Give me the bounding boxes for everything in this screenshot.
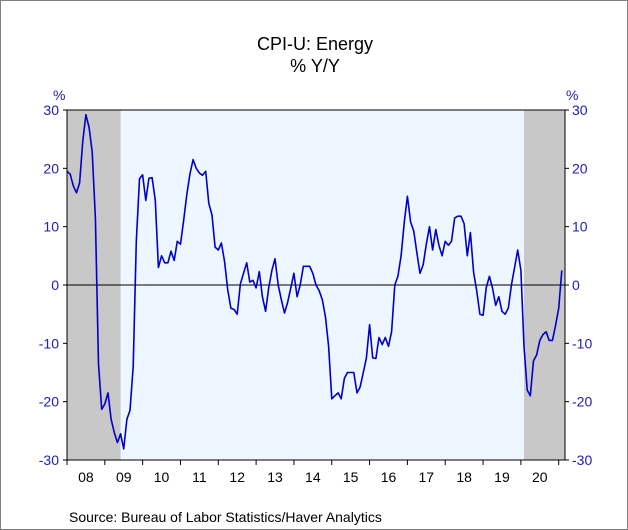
x-tick-label: 14 <box>305 469 321 485</box>
y-unit-left: % <box>53 87 65 103</box>
x-tick-label: 19 <box>494 469 510 485</box>
y-tick-label-right: -20 <box>572 394 592 410</box>
line-chart: 30 30 20 20 10 10 0 0 -10 -10 -20 -20 -30 -30% % 08 09 10… <box>39 87 593 485</box>
y-tick-label-right: 20 <box>572 160 588 176</box>
y-tick-label-right: 0 <box>572 277 580 293</box>
x-tick-label: 08 <box>78 469 94 485</box>
y-unit-right: % <box>566 87 578 103</box>
y-tick-label-right: -30 <box>572 452 592 468</box>
x-tick-label: 11 <box>192 469 207 485</box>
y-tick-label-left: -30 <box>39 452 59 468</box>
chart-subtitle: % Y/Y <box>290 56 340 76</box>
x-tick-label: 18 <box>456 469 472 485</box>
x-tick-label: 13 <box>267 469 283 485</box>
x-tick-label: 09 <box>116 469 132 485</box>
chart-title: CPI-U: Energy <box>256 34 374 54</box>
y-tick-label-right: -10 <box>572 335 592 351</box>
y-tick-label-left: -20 <box>39 394 59 410</box>
x-tick-label: 20 <box>532 469 548 485</box>
x-tick-label: 17 <box>419 469 435 485</box>
x-tick-label: 16 <box>381 469 397 485</box>
y-tick-label-left: 0 <box>51 277 59 293</box>
x-tick-label: 10 <box>154 469 170 485</box>
y-tick-label-right: 10 <box>572 219 588 235</box>
y-tick-label-left: 20 <box>43 160 59 176</box>
x-tick-label: 15 <box>343 469 359 485</box>
series-line <box>66 113 563 450</box>
y-tick-label-left: -10 <box>39 335 59 351</box>
y-tick-label-left: 10 <box>43 219 59 235</box>
y-tick-label-left: 30 <box>43 102 59 118</box>
y-tick-label-right: 30 <box>572 102 588 118</box>
x-tick-label: 12 <box>229 469 245 485</box>
source-note: Source: Bureau of Labor Statistics/Haver… <box>69 509 382 525</box>
